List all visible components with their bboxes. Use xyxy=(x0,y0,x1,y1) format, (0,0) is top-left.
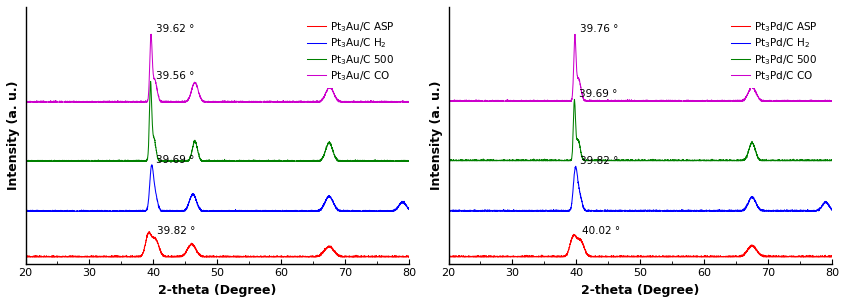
Pt$_3$Pd/C CO xyxy=(443,99,453,103)
Pt$_3$Pd/C 500 xyxy=(443,159,453,162)
Line: Pt$_3$Au/C CO: Pt$_3$Au/C CO xyxy=(25,34,409,102)
Pt$_3$Pd/C 500 xyxy=(569,98,580,101)
Pt$_3$Au/C 500 xyxy=(20,159,30,163)
Text: 39.62 °: 39.62 ° xyxy=(156,24,195,34)
Pt$_3$Au/C ASP xyxy=(182,249,192,252)
Pt$_3$Pd/C 500 xyxy=(443,159,453,163)
Pt$_3$Pd/C CO xyxy=(816,99,826,103)
Legend: Pt$_3$Au/C ASP, Pt$_3$Au/C H$_2$, Pt$_3$Au/C 500, Pt$_3$Au/C CO: Pt$_3$Au/C ASP, Pt$_3$Au/C H$_2$, Pt$_3$… xyxy=(302,15,400,88)
Pt$_3$Au/C ASP xyxy=(20,254,30,258)
Pt$_3$Au/C 500 xyxy=(393,159,403,163)
Pt$_3$Au/C ASP xyxy=(144,230,154,233)
Pt$_3$Pd/C H$_2$ xyxy=(796,209,806,213)
Pt$_3$Pd/C 500 xyxy=(605,159,615,162)
Pt$_3$Au/C 500 xyxy=(404,159,414,163)
Pt$_3$Au/C H$_2$ xyxy=(20,209,30,213)
Text: 39.82 °: 39.82 ° xyxy=(157,226,195,236)
Pt$_3$Pd/C H$_2$ xyxy=(570,164,580,168)
Pt$_3$Pd/C CO xyxy=(827,99,837,103)
Pt$_3$Pd/C ASP xyxy=(569,233,579,236)
Text: 39.56 °: 39.56 ° xyxy=(156,71,194,81)
Pt$_3$Au/C CO xyxy=(20,100,30,104)
Pt$_3$Au/C CO xyxy=(404,100,414,104)
Pt$_3$Au/C CO xyxy=(146,33,157,36)
Pt$_3$Au/C 500 xyxy=(20,159,30,163)
Pt$_3$Pd/C 500 xyxy=(722,159,733,163)
Pt$_3$Pd/C CO xyxy=(605,99,615,103)
Pt$_3$Pd/C 500 xyxy=(827,158,837,162)
Pt$_3$Au/C H$_2$ xyxy=(20,209,30,212)
Y-axis label: Intensity (a. u.): Intensity (a. u.) xyxy=(7,81,20,190)
Legend: Pt$_3$Pd/C ASP, Pt$_3$Pd/C H$_2$, Pt$_3$Pd/C 500, Pt$_3$Pd/C CO: Pt$_3$Pd/C ASP, Pt$_3$Pd/C H$_2$, Pt$_3$… xyxy=(726,15,823,88)
Line: Pt$_3$Pd/C ASP: Pt$_3$Pd/C ASP xyxy=(448,234,832,257)
Pt$_3$Au/C H$_2$ xyxy=(184,197,195,201)
Pt$_3$Au/C ASP xyxy=(393,254,403,258)
Pt$_3$Pd/C CO xyxy=(570,33,580,36)
Pt$_3$Pd/C ASP xyxy=(605,255,615,259)
Pt$_3$Au/C H$_2$ xyxy=(404,207,414,211)
Pt$_3$Au/C ASP xyxy=(404,255,414,259)
Pt$_3$Pd/C CO xyxy=(626,99,636,103)
Pt$_3$Pd/C H$_2$ xyxy=(626,209,636,212)
Pt$_3$Au/C H$_2$ xyxy=(203,209,213,213)
Line: Pt$_3$Pd/C H$_2$: Pt$_3$Pd/C H$_2$ xyxy=(448,166,832,211)
Pt$_3$Au/C ASP xyxy=(373,255,383,259)
Pt$_3$Pd/C ASP xyxy=(626,255,636,258)
Pt$_3$Au/C CO xyxy=(299,100,310,104)
Line: Pt$_3$Au/C ASP: Pt$_3$Au/C ASP xyxy=(25,232,409,257)
Pt$_3$Au/C CO xyxy=(184,94,195,98)
Pt$_3$Au/C CO xyxy=(182,99,192,103)
Pt$_3$Au/C ASP xyxy=(21,255,31,259)
Pt$_3$Au/C CO xyxy=(393,100,403,104)
Pt$_3$Pd/C ASP xyxy=(722,255,733,258)
Text: 39.69 °: 39.69 ° xyxy=(157,155,195,165)
Pt$_3$Au/C H$_2$ xyxy=(147,163,157,167)
Pt$_3$Au/C 500 xyxy=(373,159,383,163)
Pt$_3$Pd/C ASP xyxy=(816,254,826,258)
Pt$_3$Pd/C ASP xyxy=(443,255,453,259)
Text: 39.82 °: 39.82 ° xyxy=(580,156,618,166)
Pt$_3$Pd/C H$_2$ xyxy=(605,209,615,213)
Pt$_3$Au/C 500 xyxy=(203,159,213,163)
Pt$_3$Pd/C CO xyxy=(607,99,618,102)
X-axis label: 2-theta (Degree): 2-theta (Degree) xyxy=(581,284,700,297)
Text: 39.76 °: 39.76 ° xyxy=(580,24,618,33)
Line: Pt$_3$Pd/C CO: Pt$_3$Pd/C CO xyxy=(448,34,832,101)
Line: Pt$_3$Au/C H$_2$: Pt$_3$Au/C H$_2$ xyxy=(25,165,409,211)
Pt$_3$Au/C H$_2$ xyxy=(299,209,310,213)
Line: Pt$_3$Pd/C 500: Pt$_3$Pd/C 500 xyxy=(448,99,832,161)
Pt$_3$Au/C 500 xyxy=(182,159,192,163)
Pt$_3$Au/C ASP xyxy=(299,255,310,259)
Pt$_3$Pd/C 500 xyxy=(626,159,636,163)
Pt$_3$Au/C H$_2$ xyxy=(182,206,192,210)
Pt$_3$Au/C 500 xyxy=(184,157,195,160)
Pt$_3$Pd/C CO xyxy=(796,99,806,103)
Text: 40.02 °: 40.02 ° xyxy=(581,226,620,236)
Pt$_3$Pd/C ASP xyxy=(827,255,837,258)
Pt$_3$Pd/C 500 xyxy=(796,159,806,163)
Pt$_3$Pd/C ASP xyxy=(607,255,618,259)
Pt$_3$Pd/C H$_2$ xyxy=(443,209,453,213)
Pt$_3$Au/C H$_2$ xyxy=(373,209,383,213)
Pt$_3$Au/C CO xyxy=(203,100,213,104)
Line: Pt$_3$Au/C 500: Pt$_3$Au/C 500 xyxy=(25,81,409,161)
Pt$_3$Au/C H$_2$ xyxy=(393,206,403,210)
Pt$_3$Pd/C H$_2$ xyxy=(607,209,618,212)
Text: 39.69 °: 39.69 ° xyxy=(580,89,618,99)
Pt$_3$Au/C CO xyxy=(373,100,383,104)
Pt$_3$Pd/C ASP xyxy=(443,255,453,258)
Pt$_3$Pd/C H$_2$ xyxy=(827,208,837,212)
Y-axis label: Intensity (a. u.): Intensity (a. u.) xyxy=(430,81,443,190)
Pt$_3$Pd/C 500 xyxy=(607,159,618,162)
Pt$_3$Pd/C ASP xyxy=(796,255,806,258)
Pt$_3$Au/C ASP xyxy=(203,255,213,259)
Pt$_3$Pd/C CO xyxy=(722,99,733,103)
Pt$_3$Au/C 500 xyxy=(299,159,310,163)
Pt$_3$Au/C ASP xyxy=(184,244,195,248)
Pt$_3$Au/C 500 xyxy=(146,80,156,83)
Pt$_3$Pd/C H$_2$ xyxy=(816,206,826,210)
Pt$_3$Pd/C 500 xyxy=(816,159,826,163)
Pt$_3$Pd/C H$_2$ xyxy=(722,209,733,213)
X-axis label: 2-theta (Degree): 2-theta (Degree) xyxy=(158,284,277,297)
